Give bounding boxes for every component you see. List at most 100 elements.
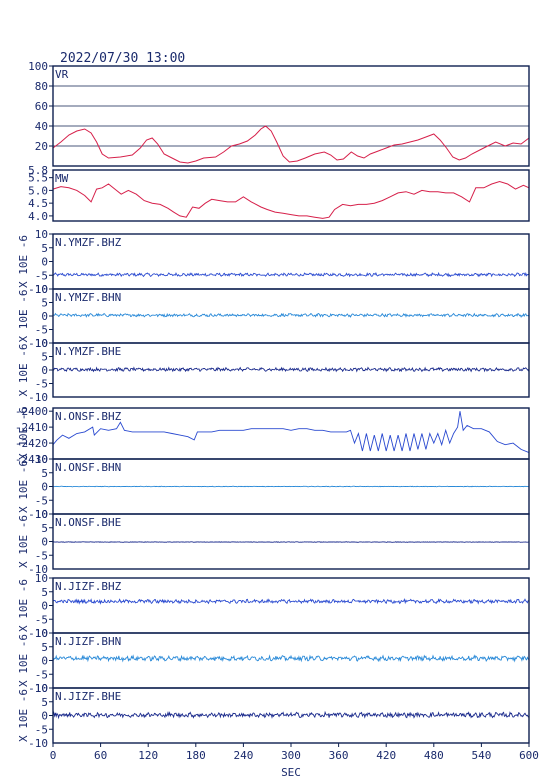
y-tick-label: 5 bbox=[41, 641, 48, 654]
series-line bbox=[52, 710, 530, 720]
figure-title: 2022/07/30 13:00 bbox=[60, 51, 185, 66]
y-tick-label: 4.0 bbox=[28, 210, 48, 223]
x-tick-label: 180 bbox=[186, 749, 206, 762]
y-axis-label: X 10E -6 bbox=[17, 407, 30, 460]
series-line bbox=[52, 312, 530, 318]
y-tick-label: 0 bbox=[41, 655, 48, 668]
y-axis-label: X 10E -6 bbox=[17, 634, 30, 687]
y-tick-label: 10 bbox=[35, 627, 48, 640]
series-line bbox=[52, 598, 530, 605]
y-tick-label: -2430 bbox=[15, 453, 48, 466]
y-tick-label: -5 bbox=[35, 549, 48, 562]
y-tick-label: -5 bbox=[35, 324, 48, 337]
x-axis-label: SEC bbox=[281, 766, 301, 779]
y-tick-label: 0 bbox=[41, 536, 48, 549]
y-tick-label: -10 bbox=[28, 682, 48, 695]
y-tick-label: 5 bbox=[41, 467, 48, 480]
x-tick-label: 0 bbox=[50, 749, 57, 762]
series-line bbox=[52, 366, 530, 373]
y-tick-label: 0 bbox=[41, 310, 48, 323]
panel-vr: 20 40 60 80 100 VR bbox=[28, 60, 530, 167]
series-line bbox=[52, 180, 530, 219]
panel-label: N.YMZF.BHZ bbox=[55, 236, 122, 249]
series-line bbox=[52, 541, 530, 543]
series-line bbox=[52, 485, 530, 488]
y-tick-label: 10 bbox=[35, 228, 48, 241]
y-tick-label: -10 bbox=[28, 627, 48, 640]
panel-label: N.ONSF.BHZ bbox=[55, 410, 122, 423]
x-axis: 0 60 120 180 240 300 360 420 480 540 600 bbox=[50, 743, 539, 762]
y-tick-label: 5 bbox=[41, 351, 48, 364]
y-tick-label: 40 bbox=[35, 120, 48, 133]
x-tick-label: 420 bbox=[376, 749, 396, 762]
panel-label: N.JIZF.BHE bbox=[55, 690, 121, 703]
y-axis-label: X 10E -6 bbox=[17, 344, 30, 397]
panel-frame bbox=[52, 169, 530, 222]
y-tick-label: 20 bbox=[35, 140, 48, 153]
x-tick-label: 240 bbox=[233, 749, 253, 762]
y-tick-label: -5 bbox=[35, 723, 48, 736]
x-tick-label: 360 bbox=[329, 749, 349, 762]
y-tick-label: -5 bbox=[35, 613, 48, 626]
y-tick-label: 0 bbox=[41, 600, 48, 613]
y-tick-label: 0 bbox=[41, 710, 48, 723]
y-tick-label: 10 bbox=[35, 508, 48, 521]
x-tick-label: 120 bbox=[138, 749, 158, 762]
panel-label: N.YMZF.BHE bbox=[55, 345, 121, 358]
x-tick-label: 60 bbox=[94, 749, 107, 762]
panel-label: N.YMZF.BHN bbox=[55, 291, 121, 304]
y-tick-label: -10 bbox=[28, 337, 48, 350]
y-axis-label: X 10E -6 bbox=[17, 579, 30, 632]
y-tick-label: 0 bbox=[41, 364, 48, 377]
y-tick-label: -5 bbox=[35, 378, 48, 391]
y-tick-label: 5 bbox=[41, 242, 48, 255]
y-tick-label: 5.5 bbox=[28, 172, 48, 185]
y-axis-label: X 10E -6 bbox=[17, 515, 30, 568]
y-tick-label: -5 bbox=[35, 668, 48, 681]
y-axis-label: X 10E -6 bbox=[17, 290, 30, 343]
y-tick-label: 10 bbox=[35, 337, 48, 350]
y-tick-label: 0 bbox=[41, 256, 48, 269]
panels-group: 20406080100VR4.04.55.05.55.8MW-50510-10X… bbox=[15, 60, 530, 750]
panel-label: VR bbox=[55, 68, 69, 81]
y-tick-label: 10 bbox=[35, 682, 48, 695]
y-tick-label: -10 bbox=[28, 563, 48, 576]
y-tick-label: 10 bbox=[35, 453, 48, 466]
y-axis-label: X 10E -6 bbox=[17, 235, 30, 288]
y-tick-label: -10 bbox=[28, 508, 48, 521]
series-line bbox=[52, 125, 530, 164]
x-tick-label: 300 bbox=[281, 749, 301, 762]
y-tick-label: -2400 bbox=[15, 405, 48, 418]
y-tick-label: 10 bbox=[35, 572, 48, 585]
y-tick-label: -10 bbox=[28, 283, 48, 296]
panel-frame bbox=[52, 65, 530, 167]
y-tick-label: 10 bbox=[35, 283, 48, 296]
y-axis-label: X 10E -6 bbox=[17, 689, 30, 742]
y-tick-label: 4.5 bbox=[28, 197, 48, 210]
y-tick-label: 5 bbox=[41, 586, 48, 599]
panel-label: N.JIZF.BHZ bbox=[55, 580, 122, 593]
y-tick-label: 100 bbox=[28, 60, 48, 73]
panel-mw: 4.04.55.05.55.8 MW bbox=[28, 164, 530, 223]
x-tick-label: 600 bbox=[519, 749, 539, 762]
y-tick-label: 5.0 bbox=[28, 184, 48, 197]
y-tick-label: 0 bbox=[41, 481, 48, 494]
panel-frame bbox=[52, 513, 530, 570]
y-tick-label: 5 bbox=[41, 522, 48, 535]
y-tick-label: 5 bbox=[41, 696, 48, 709]
y-tick-label: -2410 bbox=[15, 421, 48, 434]
y-tick-label: 80 bbox=[35, 80, 48, 93]
series-line bbox=[52, 411, 530, 454]
y-tick-label: 60 bbox=[35, 100, 48, 113]
y-tick-label: -10 bbox=[28, 391, 48, 404]
y-tick-label: -10 bbox=[28, 737, 48, 750]
y-tick-label: -5 bbox=[35, 494, 48, 507]
